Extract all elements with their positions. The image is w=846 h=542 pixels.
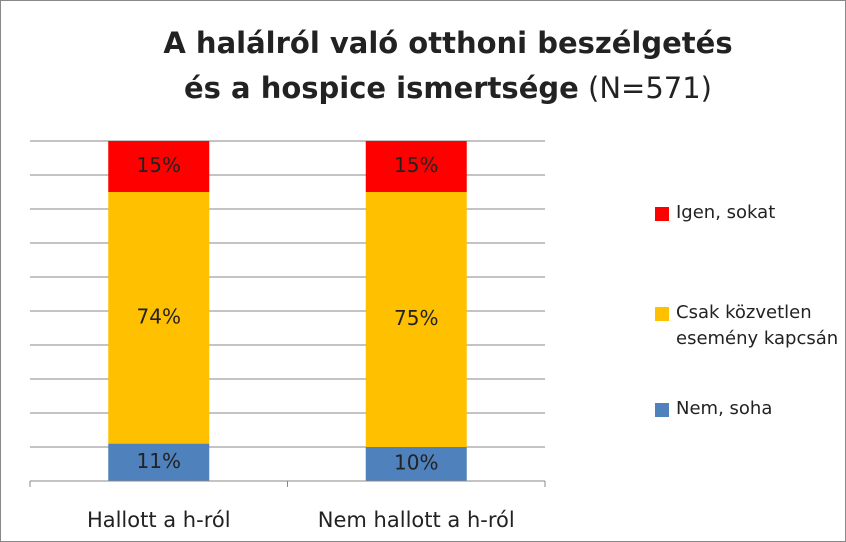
- legend-swatch: [655, 403, 669, 417]
- chart-title: és a hospice ismertsége (N=571): [184, 71, 712, 105]
- bar-segment: [365, 141, 467, 192]
- legend-swatch: [655, 207, 669, 221]
- legend-label: Nem, soha: [676, 398, 773, 419]
- bar-segment: [108, 443, 210, 481]
- legend-label: Igen, sokat: [676, 202, 776, 223]
- chart-title-note: (N=571): [588, 71, 712, 105]
- data-label: 15%: [137, 153, 181, 177]
- legend-label: Csak közvetlen esemény kapcsán: [676, 302, 839, 349]
- legend-swatch: [655, 307, 669, 321]
- chart-title: és a hospice ismertsége: [184, 71, 579, 105]
- data-label: 10%: [394, 451, 438, 475]
- data-label: 15%: [394, 153, 438, 177]
- x-tick-label: Hallott a h-ról: [87, 508, 231, 532]
- bar-segment: [365, 447, 467, 481]
- bar-segment: [365, 192, 467, 447]
- data-label: 11%: [137, 449, 181, 473]
- x-tick-label: Nem hallott a h-ról: [318, 508, 515, 532]
- bar-segment: [108, 192, 210, 444]
- chart-title: A halálról való otthoni beszélgetés: [163, 26, 732, 60]
- bar-segment: [108, 141, 210, 192]
- data-label: 74%: [137, 304, 181, 328]
- data-label: 75%: [394, 306, 438, 330]
